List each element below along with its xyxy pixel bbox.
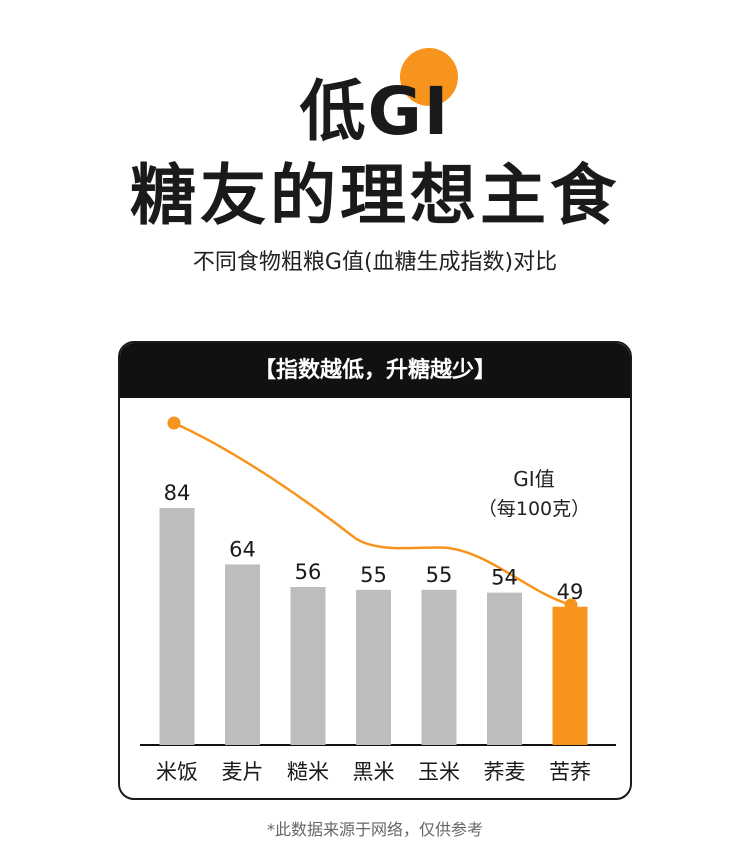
bar-4 xyxy=(356,589,391,745)
trend-end-dot xyxy=(564,598,578,612)
bar-6 xyxy=(487,592,522,745)
chart-card: 【指数越低，升糖越少】 GI值 （每100克） 84 米饭 64 麦片 56 糙米 55 黑米… xyxy=(118,341,632,800)
bar-5 xyxy=(421,589,457,745)
chart-card-header: 【指数越低，升糖越少】 xyxy=(120,343,630,398)
category-label: 黑米 xyxy=(353,760,395,784)
orange-accent-circle xyxy=(400,48,458,106)
page-title-line2: 糖友的理想主食 xyxy=(130,157,620,234)
category-label: 苦荞 xyxy=(549,760,591,784)
trend-start-dot xyxy=(167,416,181,430)
bar-value-label: 54 xyxy=(491,566,518,590)
bar-7 xyxy=(552,606,588,745)
bar-3 xyxy=(290,587,326,745)
trend-curve xyxy=(173,421,572,607)
bar-value-label: 55 xyxy=(360,563,387,587)
footnote: *此数据来源于网络，仅供参考 xyxy=(266,820,483,839)
bar-value-label: 64 xyxy=(229,537,256,561)
value-axis-label: GI值 xyxy=(513,467,554,491)
page-title-line1: 低GI xyxy=(299,73,451,150)
category-label: 糙米 xyxy=(287,760,329,784)
value-axis-unit: （每100克） xyxy=(478,498,590,520)
bar-2 xyxy=(225,564,260,745)
page-subtitle: 不同食物粗粮G值(血糖生成指数)对比 xyxy=(192,250,558,275)
category-label: 玉米 xyxy=(418,760,460,784)
bar-value-label: 56 xyxy=(295,560,322,584)
category-label: 麦片 xyxy=(222,760,264,784)
category-label: 米饭 xyxy=(156,760,198,784)
bar-value-label: 55 xyxy=(426,563,453,587)
category-label: 荞麦 xyxy=(484,760,526,784)
bar-value-label: 84 xyxy=(164,481,191,505)
bar-1 xyxy=(159,508,195,745)
